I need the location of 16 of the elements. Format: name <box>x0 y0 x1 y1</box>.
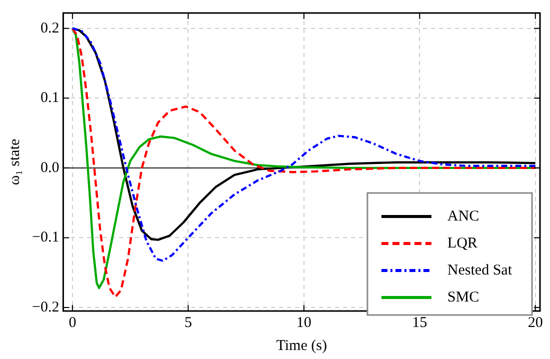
x-tick-label: 5 <box>184 314 192 331</box>
x-tick-label: 0 <box>68 314 76 331</box>
x-axis-title: Time (s) <box>276 338 327 354</box>
x-tick-label: 20 <box>528 314 543 331</box>
y-axis-title: ω₁ state <box>6 138 23 186</box>
y-tick-label: 0.1 <box>40 90 60 106</box>
legend-label: Nested Sat <box>447 262 513 278</box>
legend-label: LQR <box>447 235 478 252</box>
x-tick-label: 10 <box>296 314 312 331</box>
y-tick-label: −0.1 <box>32 230 60 246</box>
x-tick-label: 15 <box>412 314 428 331</box>
y-tick-label: −0.2 <box>32 299 60 316</box>
legend-label: ANC <box>447 208 480 224</box>
y-tick-label: 0.2 <box>40 20 60 36</box>
legend-label: SMC <box>447 289 480 306</box>
y-tick-label: 0.0 <box>40 160 60 176</box>
